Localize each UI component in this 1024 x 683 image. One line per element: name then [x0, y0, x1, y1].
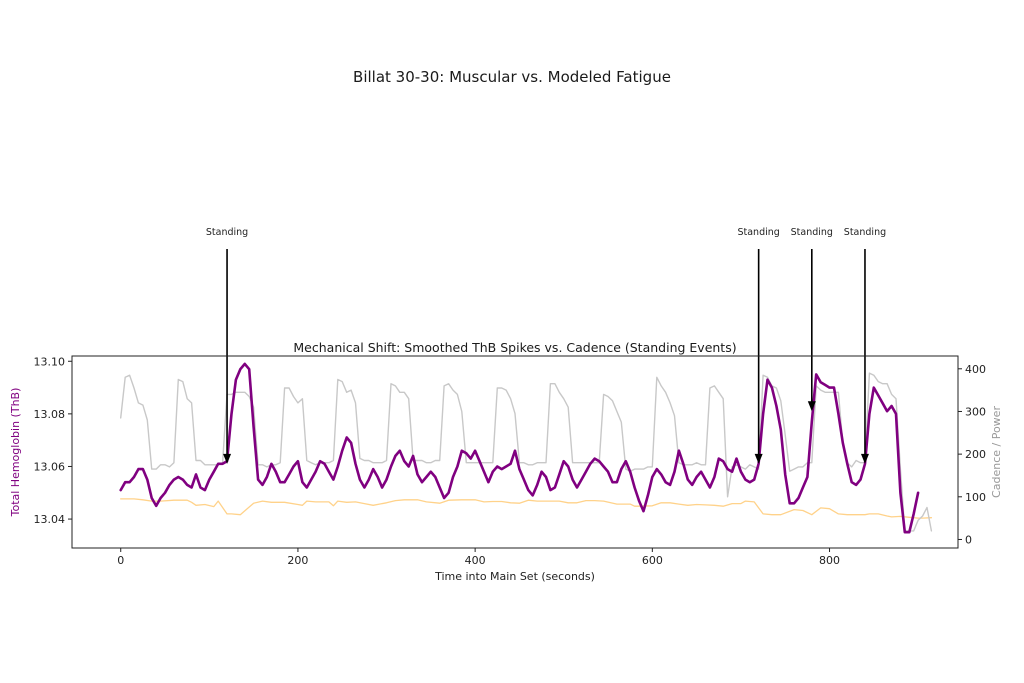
series-layer: [119, 362, 933, 534]
standing-arrow-head: [223, 453, 232, 464]
y-axis-left: 13.04 13.06 13.08 13.10: [34, 355, 72, 526]
y-axis-right-label: Cadence / Power: [990, 406, 1003, 498]
y-right-tick-label: 400: [965, 363, 986, 376]
y-left-tick-label: 13.06: [34, 460, 66, 473]
cadence-series-line: [120, 372, 933, 532]
chart-title: Mechanical Shift: Smoothed ThB Spikes vs…: [293, 340, 736, 355]
power-series-line: [120, 498, 933, 519]
standing-annotation-label: Standing: [791, 227, 833, 238]
x-axis: 0 200 400 600 800: [117, 548, 840, 567]
y-right-tick-label: 200: [965, 448, 986, 461]
standing-arrow-head: [754, 453, 763, 464]
y-right-tick-label: 300: [965, 405, 986, 418]
y-left-tick-label: 13.08: [34, 408, 66, 421]
figure-suptitle: Billat 30-30: Muscular vs. Modeled Fatig…: [353, 68, 671, 86]
x-tick-label: 0: [117, 554, 124, 567]
standing-arrow-head: [860, 453, 869, 464]
y-left-tick-label: 13.04: [34, 513, 66, 526]
standing-annotation-label: Standing: [737, 227, 779, 238]
x-tick-label: 200: [287, 554, 308, 567]
y-axis-left-label: Total Hemoglobin (ThB): [9, 388, 22, 518]
x-tick-label: 400: [465, 554, 486, 567]
thb-series-line: [119, 362, 920, 534]
standing-annotation-label: Standing: [844, 227, 886, 238]
y-left-tick-label: 13.10: [34, 355, 66, 368]
standing-annotation-label: Standing: [206, 227, 248, 238]
y-right-tick-label: 100: [965, 491, 986, 504]
x-tick-label: 600: [642, 554, 663, 567]
annotation-layer: Standing Standing Standing Standing: [206, 227, 886, 464]
y-right-tick-label: 0: [965, 533, 972, 546]
y-axis-right: 0 100 200 300 400: [958, 363, 986, 546]
plot-area-frame: [71, 355, 959, 549]
standing-arrow-head: [807, 401, 816, 412]
x-axis-label: Time into Main Set (seconds): [434, 570, 595, 583]
x-tick-label: 800: [819, 554, 840, 567]
